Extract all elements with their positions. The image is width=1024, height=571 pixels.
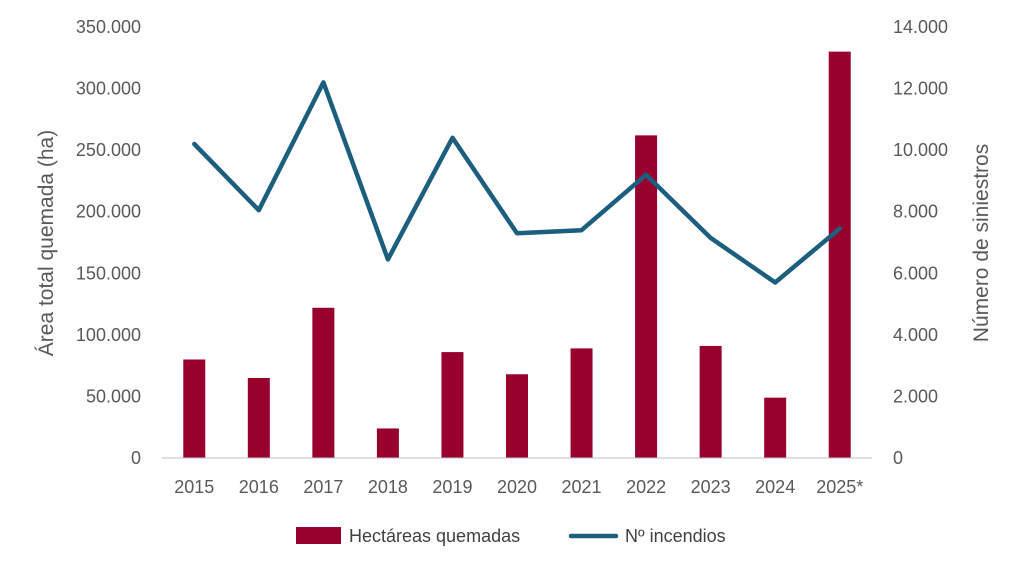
bar-2025-est bbox=[828, 51, 851, 458]
y-left-tick-label: 200.000 bbox=[76, 202, 141, 222]
bar-2020 bbox=[506, 374, 528, 458]
x-tick-label: 2016 bbox=[239, 477, 279, 497]
y-right-tick-label: 0 bbox=[893, 448, 903, 468]
x-tick-label: 2018 bbox=[368, 477, 408, 497]
y-left-tick-label: 150.000 bbox=[76, 263, 141, 283]
y-axis-left-title: Área total quemada (ha) bbox=[35, 130, 58, 356]
y-left-tick-label: 50.000 bbox=[86, 386, 141, 406]
x-tick-label: 2017 bbox=[303, 477, 343, 497]
line-series-incendios bbox=[192, 80, 842, 285]
bar-2018 bbox=[376, 428, 399, 458]
bar-2024 bbox=[764, 397, 787, 458]
x-tick-label: 2025* bbox=[816, 477, 863, 497]
bar-2017 bbox=[312, 307, 335, 458]
x-tick-label: 2023 bbox=[691, 477, 731, 497]
y-right-tick-label: 14.000 bbox=[893, 17, 948, 37]
bar-2016 bbox=[247, 377, 270, 458]
y-right-tick-label: 4.000 bbox=[893, 325, 938, 345]
y-right-tick-label: 6.000 bbox=[893, 263, 938, 283]
y-left-tick-label: 250.000 bbox=[76, 140, 141, 160]
line-group bbox=[192, 80, 842, 285]
x-tick-label: 2021 bbox=[562, 477, 602, 497]
x-tick-label: 2019 bbox=[432, 477, 472, 497]
y-axis-right-ticks: 0 2.000 4.000 6.000 8.000 10.000 12.000 14.000 bbox=[893, 17, 948, 468]
y-left-tick-label: 350.000 bbox=[76, 17, 141, 37]
x-axis-ticks: 2015 2016 2017 2018 2019 2020 2021 2022 2023 2024… bbox=[174, 477, 863, 497]
bar-2023 bbox=[699, 345, 722, 458]
legend-line-label: Nº incendios bbox=[625, 526, 726, 546]
legend: Hectáreas quemadas Nº incendios bbox=[296, 526, 726, 546]
y-left-tick-label: 100.000 bbox=[76, 325, 141, 345]
y-left-tick-label: 0 bbox=[131, 448, 141, 468]
bar-2015 bbox=[183, 359, 206, 458]
y-right-tick-label: 12.000 bbox=[893, 79, 948, 99]
x-tick-label: 2022 bbox=[626, 477, 666, 497]
legend-bar-swatch bbox=[296, 527, 341, 544]
x-tick-label: 2024 bbox=[755, 477, 795, 497]
bar-2022 bbox=[635, 135, 658, 458]
bars-group bbox=[183, 51, 851, 458]
y-right-tick-label: 8.000 bbox=[893, 202, 938, 222]
y-right-tick-label: 2.000 bbox=[893, 386, 938, 406]
legend-bar-label: Hectáreas quemadas bbox=[349, 526, 520, 546]
y-right-tick-label: 10.000 bbox=[893, 140, 948, 160]
x-tick-label: 2015 bbox=[174, 477, 214, 497]
x-tick-label: 2020 bbox=[497, 477, 537, 497]
bar-2019 bbox=[441, 352, 464, 458]
y-axis-left-ticks: 0 50.000 100.000 150.000 200.000 250.000 300.0… bbox=[76, 17, 141, 468]
y-left-tick-label: 300.000 bbox=[76, 79, 141, 99]
bar-2021 bbox=[570, 348, 593, 458]
y-axis-right-title: Número de siniestros bbox=[970, 144, 993, 342]
